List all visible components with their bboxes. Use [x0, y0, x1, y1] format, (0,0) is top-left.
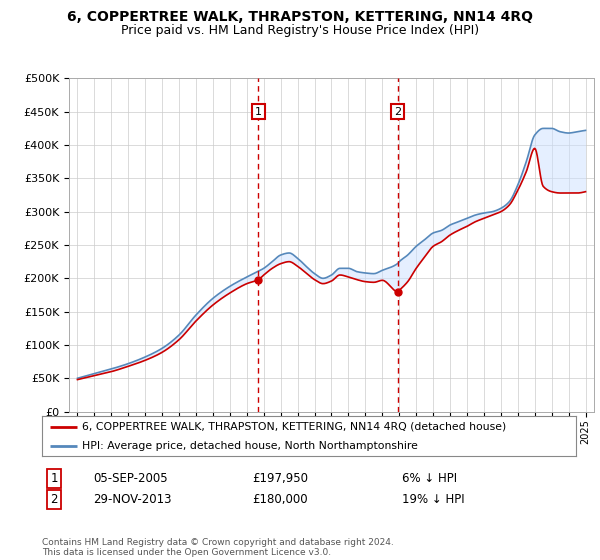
Text: £197,950: £197,950	[252, 472, 308, 486]
Text: 2: 2	[394, 107, 401, 116]
Text: 6, COPPERTREE WALK, THRAPSTON, KETTERING, NN14 4RQ (detached house): 6, COPPERTREE WALK, THRAPSTON, KETTERING…	[82, 422, 506, 432]
Text: Contains HM Land Registry data © Crown copyright and database right 2024.
This d: Contains HM Land Registry data © Crown c…	[42, 538, 394, 557]
Text: HPI: Average price, detached house, North Northamptonshire: HPI: Average price, detached house, Nort…	[82, 441, 418, 450]
Text: 19% ↓ HPI: 19% ↓ HPI	[402, 493, 464, 506]
Text: 1: 1	[50, 472, 58, 486]
Text: 6, COPPERTREE WALK, THRAPSTON, KETTERING, NN14 4RQ: 6, COPPERTREE WALK, THRAPSTON, KETTERING…	[67, 10, 533, 24]
Text: £180,000: £180,000	[252, 493, 308, 506]
Text: 1: 1	[255, 107, 262, 116]
Text: 6% ↓ HPI: 6% ↓ HPI	[402, 472, 457, 486]
Text: 29-NOV-2013: 29-NOV-2013	[93, 493, 172, 506]
Text: 05-SEP-2005: 05-SEP-2005	[93, 472, 167, 486]
Text: 2: 2	[50, 493, 58, 506]
Text: Price paid vs. HM Land Registry's House Price Index (HPI): Price paid vs. HM Land Registry's House …	[121, 24, 479, 36]
